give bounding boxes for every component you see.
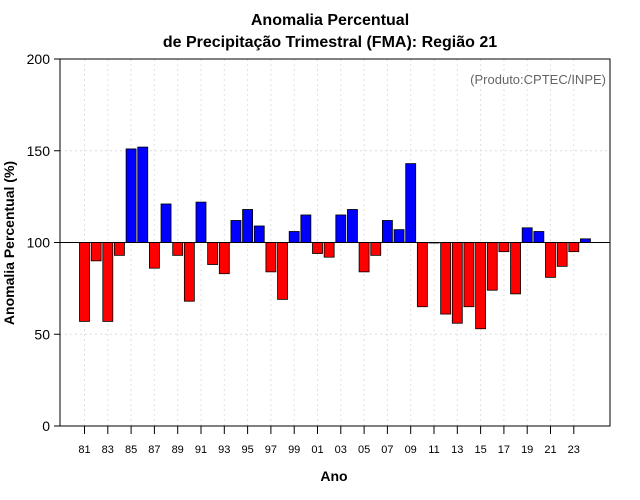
bar-09 bbox=[405, 163, 417, 243]
x-tick-label: 23 bbox=[568, 444, 580, 456]
x-tick-label: 91 bbox=[195, 444, 207, 456]
y-tick-label: 150 bbox=[27, 143, 51, 159]
y-tick-label: 50 bbox=[34, 326, 50, 342]
y-tick-label: 0 bbox=[42, 418, 50, 434]
bar-15 bbox=[475, 242, 487, 330]
y-axis-title: Anomalia Percentual (%) bbox=[1, 161, 17, 325]
source-note: (Produto:CPTEC/INPE) bbox=[470, 72, 606, 87]
bar-88 bbox=[160, 203, 172, 243]
x-tick-label: 17 bbox=[498, 444, 510, 456]
bar-21 bbox=[545, 242, 556, 278]
x-tick-label: 15 bbox=[474, 444, 486, 456]
x-tick-label: 03 bbox=[335, 444, 347, 456]
x-tick-label: 81 bbox=[78, 444, 90, 456]
x-tick-label: 19 bbox=[521, 444, 533, 456]
bar-23 bbox=[568, 242, 580, 253]
bar-81 bbox=[79, 242, 90, 322]
x-axis-title: Ano bbox=[320, 468, 347, 484]
x-tick-label: 01 bbox=[311, 444, 323, 456]
bar-19 bbox=[521, 227, 533, 243]
bar-91 bbox=[195, 201, 207, 243]
x-tick-label: 09 bbox=[405, 444, 417, 456]
x-tick-label: 21 bbox=[544, 444, 556, 456]
bar-series bbox=[79, 146, 591, 330]
x-tick-label: 99 bbox=[288, 444, 300, 456]
bar-01 bbox=[312, 242, 323, 254]
bar-24 bbox=[580, 238, 591, 243]
x-tick-label: 95 bbox=[241, 444, 253, 456]
bar-98 bbox=[277, 242, 288, 300]
bar-87 bbox=[148, 242, 160, 269]
bar-07 bbox=[381, 220, 393, 243]
bar-02 bbox=[323, 242, 335, 258]
x-tick-label: 89 bbox=[172, 444, 184, 456]
bar-03 bbox=[335, 214, 347, 243]
x-tick-label: 05 bbox=[358, 444, 370, 456]
bar-84 bbox=[114, 242, 125, 256]
grid-lines bbox=[60, 58, 610, 427]
x-tick-label: 07 bbox=[381, 444, 393, 456]
chart-title-line2: de Precipitação Trimestral (FMA): Região… bbox=[163, 34, 497, 51]
bar-96 bbox=[253, 225, 265, 243]
chart-title-line1: Anomalia Percentual bbox=[251, 12, 409, 29]
bar-12 bbox=[440, 242, 452, 315]
bar-82 bbox=[90, 242, 102, 262]
bar-93 bbox=[218, 242, 230, 275]
bar-92 bbox=[207, 242, 219, 265]
x-tick-label: 87 bbox=[148, 444, 160, 456]
bar-90 bbox=[183, 242, 195, 302]
bar-94 bbox=[230, 220, 242, 243]
bar-16 bbox=[486, 242, 498, 291]
bar-20 bbox=[533, 231, 545, 243]
bar-85 bbox=[125, 148, 137, 243]
bar-89 bbox=[172, 242, 184, 256]
x-tick-label: 93 bbox=[218, 444, 230, 456]
x-tick-label: 11 bbox=[428, 444, 439, 456]
bar-13 bbox=[451, 242, 463, 324]
bar-06 bbox=[370, 242, 382, 256]
bar-08 bbox=[393, 229, 405, 243]
bar-83 bbox=[102, 242, 114, 322]
y-tick-label: 100 bbox=[27, 235, 51, 251]
bar-14 bbox=[463, 242, 475, 308]
bar-22 bbox=[556, 242, 568, 267]
bar-86 bbox=[137, 146, 149, 243]
bar-95 bbox=[242, 209, 254, 243]
y-tick-label: 200 bbox=[27, 51, 51, 67]
x-tick-label: 83 bbox=[102, 444, 114, 456]
bar-17 bbox=[498, 242, 510, 253]
bar-05 bbox=[358, 242, 370, 273]
x-tick-label: 85 bbox=[125, 444, 137, 456]
x-tick-label: 97 bbox=[265, 444, 277, 456]
x-tick-label: 13 bbox=[451, 444, 463, 456]
bar-18 bbox=[510, 242, 521, 295]
bar-04 bbox=[347, 209, 358, 243]
bar-99 bbox=[288, 231, 300, 243]
y-axis: 0 50 100 150 200 bbox=[27, 51, 60, 434]
bar-10 bbox=[416, 242, 428, 308]
x-axis: 81 83 85 87 89 91 93 95 97 99 01 03 05 07 09 11 13 15 17 19… bbox=[78, 426, 580, 456]
bar-97 bbox=[265, 242, 277, 273]
bar-00 bbox=[300, 214, 312, 243]
